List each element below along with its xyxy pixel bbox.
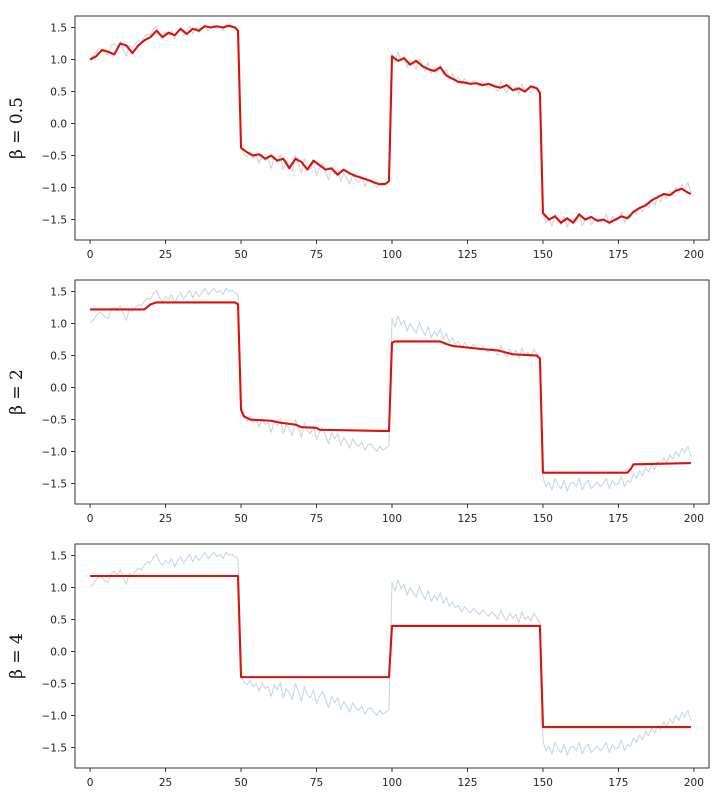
x-tick-label: 25 xyxy=(159,513,172,525)
y-tick-label: −1.0 xyxy=(42,183,68,195)
x-tick-label: 100 xyxy=(382,777,402,789)
smoothed-series-line xyxy=(90,574,691,729)
x-tick-label: 25 xyxy=(159,249,172,261)
y-tick-label: 1.5 xyxy=(50,287,67,299)
y-tick-label: −1.0 xyxy=(42,447,68,459)
smoothed-series-line xyxy=(89,24,692,224)
y-tick-label: 0.5 xyxy=(50,87,67,99)
y-tick-label: 0.0 xyxy=(50,647,67,659)
smoothed-series-line xyxy=(90,301,691,474)
chart-panel: 0 25 50 75 100 125 150 175 200 1.5 1.0 0.5 0.0 −0.5 −1… xyxy=(7,279,710,525)
chart-panel: 0 25 50 75 100 125 150 175 200 1.5 1.0 0.5 0.0 −0.5 −1… xyxy=(7,543,710,789)
y-tick-label: 0.5 xyxy=(50,351,67,363)
x-tick-label: 100 xyxy=(382,513,402,525)
y-axis-label: β = 2 xyxy=(7,369,27,415)
y-tick-label: −1.5 xyxy=(42,479,68,491)
x-tick-label: 0 xyxy=(87,249,94,261)
y-tick-label: −1.5 xyxy=(42,743,68,755)
x-tick-label: 0 xyxy=(87,777,94,789)
x-tick-label: 175 xyxy=(608,777,628,789)
x-tick-label: 50 xyxy=(234,513,247,525)
y-tick-label: 1.0 xyxy=(50,319,67,331)
y-tick-label: 0.0 xyxy=(50,119,67,131)
y-tick-label: −1.0 xyxy=(42,711,68,723)
x-tick-label: 150 xyxy=(533,513,553,525)
axes-frame xyxy=(74,279,710,505)
x-tick-label: 200 xyxy=(684,249,704,261)
y-axis-label: β = 0.5 xyxy=(7,97,27,159)
x-tick-label: 200 xyxy=(684,777,704,789)
x-tick-label: 125 xyxy=(457,249,477,261)
y-tick-label: −0.5 xyxy=(42,415,68,427)
y-tick-label: −0.5 xyxy=(42,679,68,691)
y-tick-label: 1.0 xyxy=(50,583,67,595)
y-tick-label: 0.0 xyxy=(50,383,67,395)
x-tick-label: 25 xyxy=(159,777,172,789)
x-tick-label: 50 xyxy=(234,777,247,789)
x-tick-label: 200 xyxy=(684,513,704,525)
y-tick-label: 1.5 xyxy=(50,551,67,563)
y-tick-label: −1.5 xyxy=(42,215,68,227)
x-tick-label: 175 xyxy=(608,249,628,261)
x-tick-label: 150 xyxy=(533,249,553,261)
x-tick-label: 50 xyxy=(234,249,247,261)
x-tick-label: 175 xyxy=(608,513,628,525)
chart-panel: 0 25 50 75 100 125 150 175 200 1.5 1.0 0.5 0.0 −0.5 −1… xyxy=(7,15,710,261)
x-tick-label: 125 xyxy=(457,777,477,789)
x-tick-label: 125 xyxy=(457,513,477,525)
y-tick-label: 0.5 xyxy=(50,615,67,627)
y-axis-label: β = 4 xyxy=(7,633,27,679)
y-tick-label: 1.0 xyxy=(50,55,67,67)
axes-frame xyxy=(74,543,710,769)
x-tick-label: 0 xyxy=(87,513,94,525)
axes-frame xyxy=(74,15,710,241)
x-tick-label: 100 xyxy=(382,249,402,261)
y-tick-label: 1.5 xyxy=(50,23,67,35)
y-tick-label: −0.5 xyxy=(42,151,68,163)
x-tick-label: 75 xyxy=(310,513,323,525)
x-tick-label: 75 xyxy=(310,249,323,261)
x-tick-label: 75 xyxy=(310,777,323,789)
x-tick-label: 150 xyxy=(533,777,553,789)
